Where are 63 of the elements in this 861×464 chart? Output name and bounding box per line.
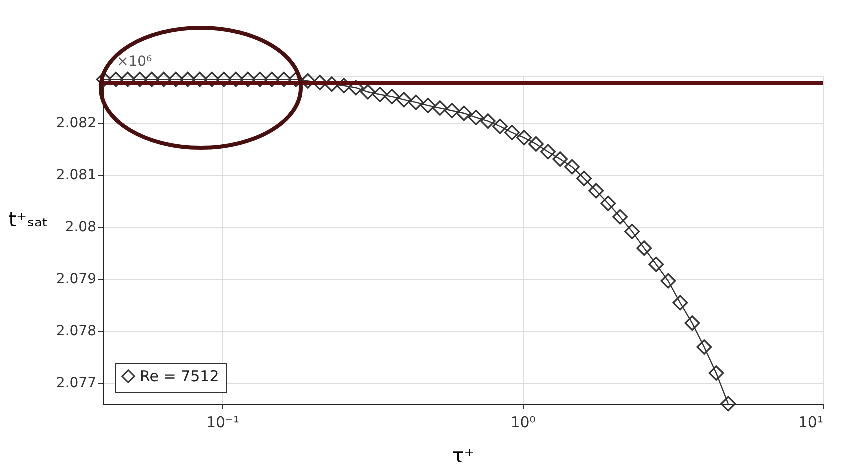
point [108,72,124,88]
point [456,106,472,122]
point [528,136,544,152]
point [588,183,604,199]
point [672,295,688,311]
point [180,72,196,88]
point [444,103,460,119]
x-tick-label: 10⁰ [510,414,536,432]
point [408,94,424,110]
y-tick-label: 2.081 [56,167,96,184]
point [252,72,268,88]
point [120,72,136,88]
point [432,100,448,116]
text: ×10⁶ [117,54,153,70]
point [336,78,352,94]
point [144,72,160,88]
point [576,170,592,186]
y-tick-label: 2.078 [56,324,96,340]
point [552,152,568,167]
x-axis-title: τ⁺ [452,444,475,464]
point [684,316,700,331]
point [360,84,376,100]
y-axis-title: t⁺ₛₐₜ [8,208,48,232]
point [348,80,364,96]
point [312,75,328,90]
y-tick-label: 2.082 [56,115,96,132]
legend-label: Re = 7512 [140,368,220,386]
point [600,196,616,212]
point [192,72,208,88]
point [420,98,436,114]
point [540,144,556,160]
point [324,76,340,92]
point [516,130,532,146]
point [564,159,580,175]
point [708,366,724,381]
point [132,72,148,88]
point [240,72,256,88]
point [168,72,184,88]
point [648,256,664,272]
x-tick-label: 10¹ [798,414,824,432]
point [696,340,712,355]
x-tick-label: 10⁻¹ [206,414,240,432]
point [504,125,520,140]
point [636,240,652,256]
point [720,396,736,412]
point [624,224,640,240]
point [384,89,400,105]
point [228,72,244,88]
point [480,114,496,129]
point [468,110,484,126]
y-tick-label: 2.079 [56,272,96,288]
point [372,87,388,102]
point [156,72,172,88]
point [396,92,412,108]
y-tick-label: 2.08 [65,219,96,236]
point [612,209,628,225]
point [204,72,220,88]
point [264,72,280,88]
point [492,118,508,134]
point [660,273,676,289]
y-tick-label: 2.077 [56,376,96,392]
point [216,72,232,88]
point [276,72,292,88]
